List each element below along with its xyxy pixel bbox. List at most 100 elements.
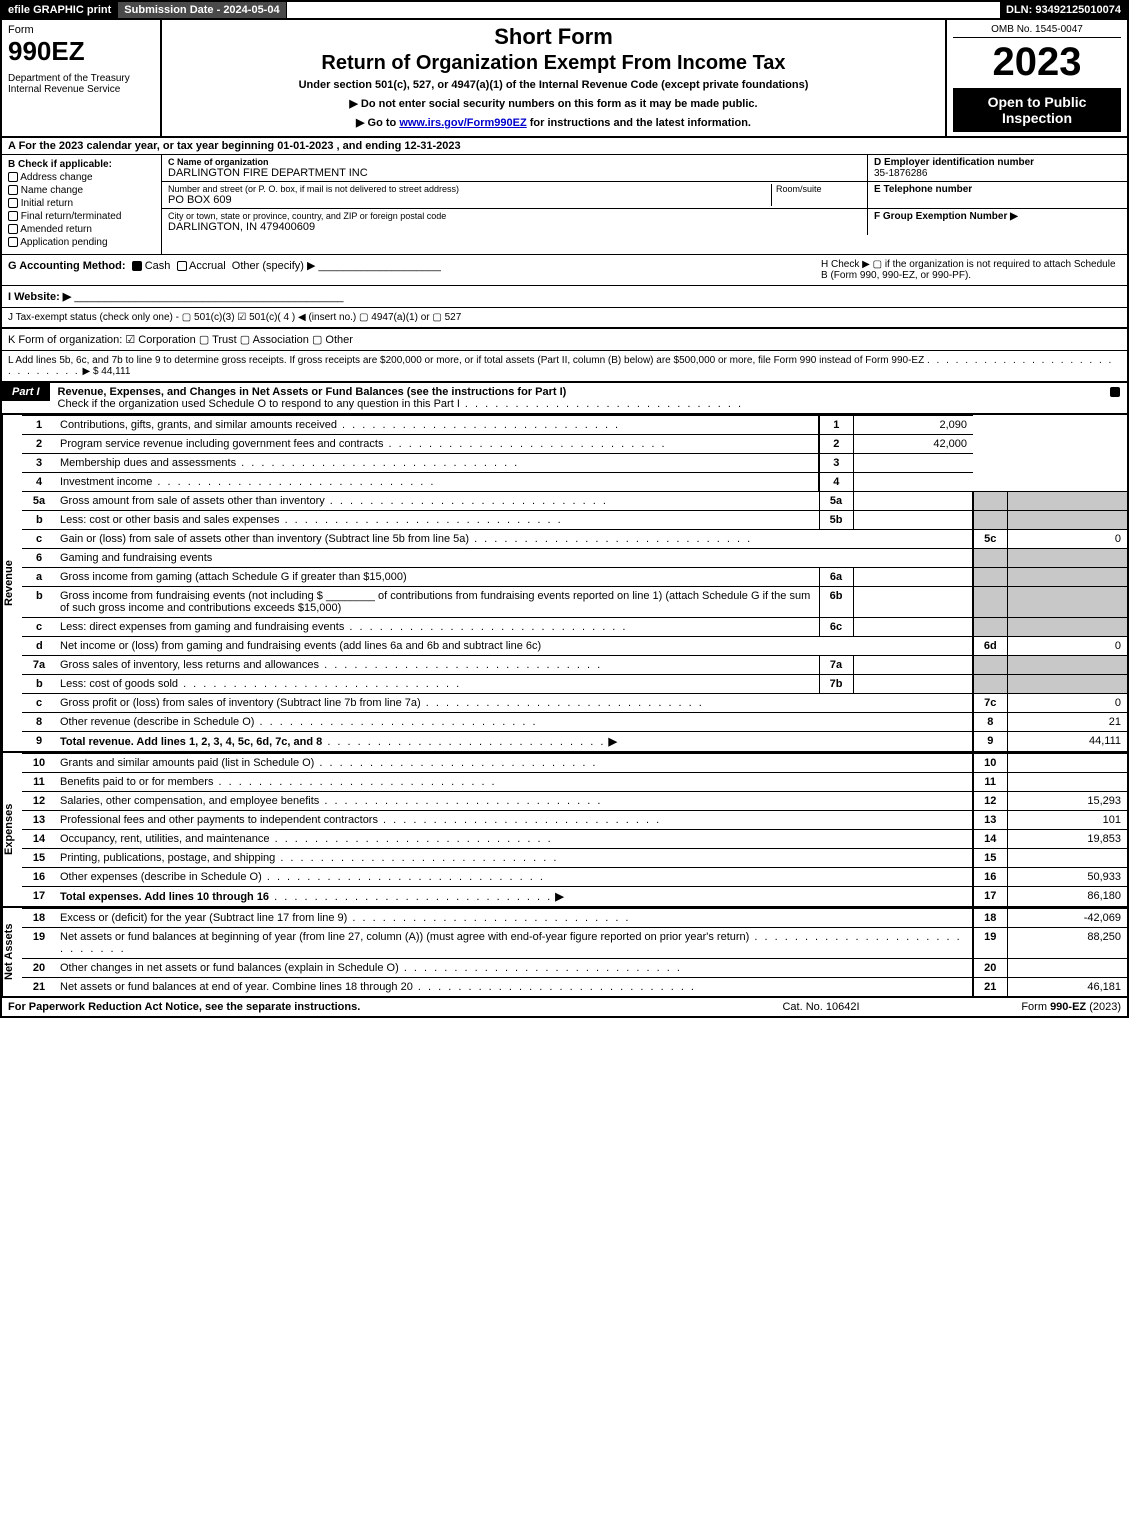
checkbox-icon <box>8 185 18 195</box>
revenue-table: 1 Contributions, gifts, grants, and simi… <box>22 415 1127 751</box>
net-assets-section: Net Assets 18Excess or (deficit) for the… <box>2 906 1127 996</box>
part-i-tag: Part I <box>2 383 50 401</box>
part-i-title: Revenue, Expenses, and Changes in Net As… <box>58 386 567 398</box>
omb-number: OMB No. 1545-0047 <box>953 24 1121 38</box>
instr-ssn: ▶ Do not enter social security numbers o… <box>170 97 937 110</box>
part-i-header: Part I Revenue, Expenses, and Changes in… <box>2 381 1127 413</box>
org-name: DARLINGTON FIRE DEPARTMENT INC <box>168 167 861 179</box>
line-6c: c Less: direct expenses from gaming and … <box>22 618 1127 637</box>
g-other: Other (specify) ▶ <box>232 260 316 272</box>
line-5b: b Less: cost or other basis and sales ex… <box>22 511 1127 530</box>
top-bar: efile GRAPHIC print Submission Date - 20… <box>2 2 1127 18</box>
expenses-label: Expenses <box>2 753 22 906</box>
g-label: G Accounting Method: <box>8 260 126 272</box>
subtitle: Under section 501(c), 527, or 4947(a)(1)… <box>170 79 937 91</box>
ein-value: 35-1876286 <box>874 168 1121 179</box>
f-label: F Group Exemption Number ▶ <box>874 211 1121 222</box>
line-19: 19Net assets or fund balances at beginni… <box>22 928 1127 959</box>
checkbox-icon <box>177 261 187 271</box>
instr-link-row: ▶ Go to www.irs.gov/Form990EZ for instru… <box>170 116 937 129</box>
line-7b: b Less: cost of goods sold 7b <box>22 675 1127 694</box>
line-4: 4 Investment income 4 <box>22 473 1127 492</box>
form-header: Form 990EZ Department of the Treasury In… <box>2 18 1127 136</box>
checkbox-icon <box>8 172 18 182</box>
column-b: B Check if applicable: Address change Na… <box>2 155 162 254</box>
line-5a: 5a Gross amount from sale of assets othe… <box>22 492 1127 511</box>
line-6b: b Gross income from fundraising events (… <box>22 587 1127 618</box>
i-label: I Website: ▶ <box>8 291 71 303</box>
page-footer: For Paperwork Reduction Act Notice, see … <box>2 996 1127 1016</box>
expenses-table: 10Grants and similar amounts paid (list … <box>22 753 1127 906</box>
b-initial-return[interactable]: Initial return <box>8 198 155 209</box>
title-return: Return of Organization Exempt From Incom… <box>170 52 937 75</box>
line-1: 1 Contributions, gifts, grants, and simi… <box>22 416 1127 435</box>
tax-year: 2023 <box>953 42 1121 82</box>
room-label: Room/suite <box>771 184 861 206</box>
line-18: 18Excess or (deficit) for the year (Subt… <box>22 909 1127 928</box>
b-address-change[interactable]: Address change <box>8 172 155 183</box>
line-16: 16Other expenses (describe in Schedule O… <box>22 868 1127 887</box>
line-13: 13Professional fees and other payments t… <box>22 811 1127 830</box>
efile-print-button[interactable]: efile GRAPHIC print <box>2 2 118 18</box>
line-10: 10Grants and similar amounts paid (list … <box>22 754 1127 773</box>
form-number: 990EZ <box>8 36 154 67</box>
c-label: C Name of organization <box>168 157 861 167</box>
line-6: 6 Gaming and fundraising events <box>22 549 1127 568</box>
instr2-post: for instructions and the latest informat… <box>530 117 751 129</box>
line-20: 20Other changes in net assets or fund ba… <box>22 959 1127 978</box>
h-text: H Check ▶ ▢ if the organization is not r… <box>821 259 1121 281</box>
l-row: L Add lines 5b, 6c, and 7b to line 9 to … <box>2 350 1127 381</box>
net-assets-label: Net Assets <box>2 908 22 996</box>
b-final-return[interactable]: Final return/terminated <box>8 211 155 222</box>
line-7a: 7a Gross sales of inventory, less return… <box>22 656 1127 675</box>
footer-center: Cat. No. 10642I <box>721 1001 921 1013</box>
line-21: 21Net assets or fund balances at end of … <box>22 978 1127 997</box>
part-i-check-line: Check if the organization used Schedule … <box>58 398 460 410</box>
section-b-through-f: B Check if applicable: Address change Na… <box>2 154 1127 254</box>
k-row: K Form of organization: ☑ Corporation ▢ … <box>2 327 1127 350</box>
checkbox-icon <box>8 224 18 234</box>
column-cdef: C Name of organization DARLINGTON FIRE D… <box>162 155 1127 254</box>
checkbox-icon <box>8 237 18 247</box>
city-value: DARLINGTON, IN 479400609 <box>168 221 861 233</box>
checkbox-icon <box>8 211 18 221</box>
d-label: D Employer identification number <box>874 157 1121 168</box>
line-a: A For the 2023 calendar year, or tax yea… <box>2 136 1127 154</box>
line-8: 8 Other revenue (describe in Schedule O)… <box>22 713 1127 732</box>
line-15: 15Printing, publications, postage, and s… <box>22 849 1127 868</box>
line-9: 9 Total revenue. Add lines 1, 2, 3, 4, 5… <box>22 732 1127 752</box>
street-value: PO BOX 609 <box>168 194 771 206</box>
i-website-row: I Website: ▶ ___________________________… <box>2 285 1127 307</box>
dln: DLN: 93492125010074 <box>1000 2 1127 18</box>
checkbox-icon <box>8 198 18 208</box>
line-12: 12Salaries, other compensation, and empl… <box>22 792 1127 811</box>
line-6a: a Gross income from gaming (attach Sched… <box>22 568 1127 587</box>
city-label: City or town, state or province, country… <box>168 211 861 221</box>
open-to-public-badge: Open to Public Inspection <box>953 88 1121 132</box>
schedule-o-checkbox[interactable] <box>1110 387 1120 397</box>
expenses-section: Expenses 10Grants and similar amounts pa… <box>2 751 1127 906</box>
instr2-pre: ▶ Go to <box>356 117 399 129</box>
header-right: OMB No. 1545-0047 2023 Open to Public In… <box>947 20 1127 136</box>
form-word: Form <box>8 24 154 36</box>
b-name-change[interactable]: Name change <box>8 185 155 196</box>
b-amended-return[interactable]: Amended return <box>8 224 155 235</box>
g-cash: Cash <box>145 260 171 272</box>
department: Department of the Treasury Internal Reve… <box>8 73 154 95</box>
footer-right: Form 990-EZ (2023) <box>921 1001 1121 1013</box>
l-amount: ▶ $ 44,111 <box>82 366 130 377</box>
g-h-row: G Accounting Method: Cash Accrual Other … <box>2 254 1127 285</box>
line-7c: c Gross profit or (loss) from sales of i… <box>22 694 1127 713</box>
b-application-pending[interactable]: Application pending <box>8 237 155 248</box>
net-assets-table: 18Excess or (deficit) for the year (Subt… <box>22 908 1127 996</box>
revenue-label: Revenue <box>2 415 22 751</box>
line-17: 17Total expenses. Add lines 10 through 1… <box>22 887 1127 907</box>
submission-date: Submission Date - 2024-05-04 <box>118 2 286 18</box>
j-row: J Tax-exempt status (check only one) - ▢… <box>2 307 1127 327</box>
checkbox-checked-icon <box>132 261 142 271</box>
header-center: Short Form Return of Organization Exempt… <box>162 20 947 136</box>
line-5c: c Gain or (loss) from sale of assets oth… <box>22 530 1127 549</box>
irs-link[interactable]: www.irs.gov/Form990EZ <box>399 117 526 129</box>
line-14: 14Occupancy, rent, utilities, and mainte… <box>22 830 1127 849</box>
line-6d: d Net income or (loss) from gaming and f… <box>22 637 1127 656</box>
